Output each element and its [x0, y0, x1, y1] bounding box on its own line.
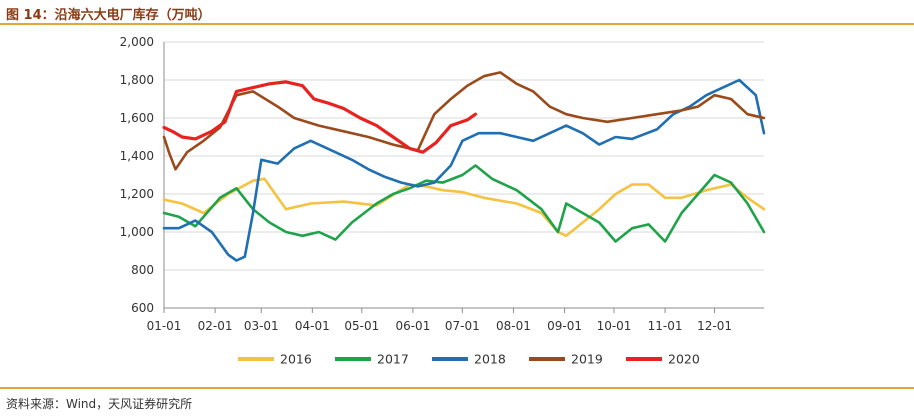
legend-label-2016: 2016	[280, 352, 312, 367]
line-chart: 600 800 1,000 1,200 1,400 1,600 1,800 2,000 01-…	[120, 35, 766, 367]
y-tick-label: 1,000	[120, 225, 154, 239]
series-2017-line	[162, 164, 766, 243]
x-tick-label: 02-01	[198, 319, 233, 333]
x-tick-label: 06-01	[395, 319, 430, 333]
x-tick-label: 09-01	[547, 319, 582, 333]
x-tick-label: 11-01	[648, 319, 683, 333]
series-lines	[162, 71, 766, 262]
legend-label-2018: 2018	[474, 352, 506, 367]
y-tick-label: 1,600	[120, 111, 154, 125]
chart-title: 图 14：沿海六大电厂库存（万吨）	[6, 8, 211, 23]
y-tick-label: 800	[131, 263, 154, 277]
legend-label-2017: 2017	[377, 352, 409, 367]
source-note: 资料来源：Wind，天风证券研究所	[6, 397, 193, 411]
x-axis: 01-01 02-01 03-01 04-01 05-01 06-01 07-01 08-01…	[147, 307, 764, 333]
series-2016-line	[162, 177, 766, 238]
x-tick-label: 08-01	[496, 319, 531, 333]
y-tick-label: 1,200	[120, 187, 154, 201]
series-2018-line	[162, 78, 766, 262]
top-divider	[0, 23, 914, 25]
x-tick-label: 04-01	[295, 319, 330, 333]
bottom-divider	[0, 387, 914, 389]
y-tick-label: 1,400	[120, 149, 154, 163]
y-tick-label: 1,800	[120, 73, 154, 87]
legend-label-2020: 2020	[668, 352, 700, 367]
x-tick-label: 12-01	[697, 319, 732, 333]
legend-label-2019: 2019	[571, 352, 603, 367]
legend: 2016 2017 2018 2019 2020	[238, 352, 700, 367]
y-tick-label: 600	[131, 301, 154, 315]
x-tick-label: 01-01	[147, 319, 182, 333]
x-tick-label: 05-01	[344, 319, 379, 333]
y-tick-label: 2,000	[120, 35, 154, 49]
grid-lines	[164, 41, 764, 271]
x-tick-label: 07-01	[445, 319, 480, 333]
y-axis: 600 800 1,000 1,200 1,400 1,600 1,800 2,000	[120, 35, 165, 315]
series-2020-line	[162, 80, 478, 154]
x-tick-label: 03-01	[244, 319, 279, 333]
x-tick-label: 10-01	[597, 319, 632, 333]
